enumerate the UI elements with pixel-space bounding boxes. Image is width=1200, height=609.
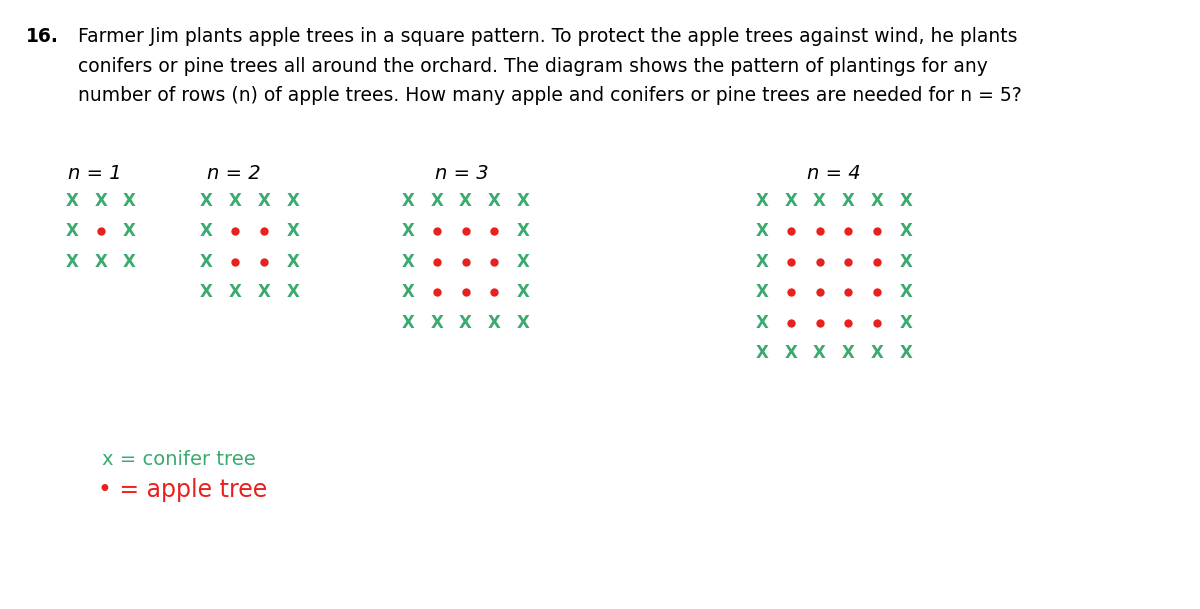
- Text: X: X: [756, 283, 768, 301]
- Text: X: X: [431, 192, 443, 210]
- Text: X: X: [200, 222, 212, 241]
- Text: X: X: [842, 192, 854, 210]
- Text: X: X: [124, 222, 136, 241]
- Text: X: X: [402, 192, 414, 210]
- Text: X: X: [124, 192, 136, 210]
- Text: X: X: [287, 222, 299, 241]
- Text: conifers or pine trees all around the orchard. The diagram shows the pattern of : conifers or pine trees all around the or…: [78, 57, 988, 76]
- Text: • = apple tree: • = apple tree: [98, 478, 268, 502]
- Text: X: X: [900, 344, 912, 362]
- Text: X: X: [66, 253, 78, 271]
- Text: X: X: [900, 253, 912, 271]
- Text: n = 3: n = 3: [436, 164, 488, 183]
- Text: X: X: [431, 314, 443, 332]
- Text: X: X: [488, 192, 500, 210]
- Text: n = 2: n = 2: [208, 164, 260, 183]
- Text: X: X: [785, 344, 797, 362]
- Text: X: X: [258, 283, 270, 301]
- Text: X: X: [66, 192, 78, 210]
- Text: X: X: [229, 192, 241, 210]
- Text: X: X: [785, 192, 797, 210]
- Text: X: X: [66, 222, 78, 241]
- Text: X: X: [756, 314, 768, 332]
- Text: X: X: [900, 192, 912, 210]
- Text: X: X: [402, 314, 414, 332]
- Text: X: X: [517, 192, 529, 210]
- Text: X: X: [402, 253, 414, 271]
- Text: X: X: [287, 253, 299, 271]
- Text: X: X: [871, 192, 883, 210]
- Text: X: X: [124, 253, 136, 271]
- Text: X: X: [460, 192, 472, 210]
- Text: X: X: [287, 283, 299, 301]
- Text: X: X: [900, 222, 912, 241]
- Text: X: X: [517, 222, 529, 241]
- Text: X: X: [402, 222, 414, 241]
- Text: number of rows (n) of apple trees. How many apple and conifers or pine trees are: number of rows (n) of apple trees. How m…: [78, 86, 1021, 105]
- Text: 16.: 16.: [26, 27, 59, 46]
- Text: X: X: [402, 283, 414, 301]
- Text: X: X: [200, 283, 212, 301]
- Text: X: X: [488, 314, 500, 332]
- Text: X: X: [871, 344, 883, 362]
- Text: X: X: [756, 253, 768, 271]
- Text: n = 4: n = 4: [808, 164, 860, 183]
- Text: X: X: [200, 253, 212, 271]
- Text: X: X: [900, 314, 912, 332]
- Text: X: X: [756, 344, 768, 362]
- Text: X: X: [229, 283, 241, 301]
- Text: X: X: [200, 192, 212, 210]
- Text: X: X: [287, 192, 299, 210]
- Text: X: X: [900, 283, 912, 301]
- Text: X: X: [517, 314, 529, 332]
- Text: X: X: [517, 283, 529, 301]
- Text: X: X: [95, 253, 107, 271]
- Text: X: X: [517, 253, 529, 271]
- Text: x = conifer tree: x = conifer tree: [102, 450, 256, 470]
- Text: X: X: [95, 192, 107, 210]
- Text: X: X: [258, 192, 270, 210]
- Text: n = 1: n = 1: [68, 164, 121, 183]
- Text: Farmer Jim plants apple trees in a square pattern. To protect the apple trees ag: Farmer Jim plants apple trees in a squar…: [78, 27, 1018, 46]
- Text: X: X: [460, 314, 472, 332]
- Text: X: X: [814, 344, 826, 362]
- Text: X: X: [756, 222, 768, 241]
- Text: X: X: [814, 192, 826, 210]
- Text: X: X: [842, 344, 854, 362]
- Text: X: X: [756, 192, 768, 210]
